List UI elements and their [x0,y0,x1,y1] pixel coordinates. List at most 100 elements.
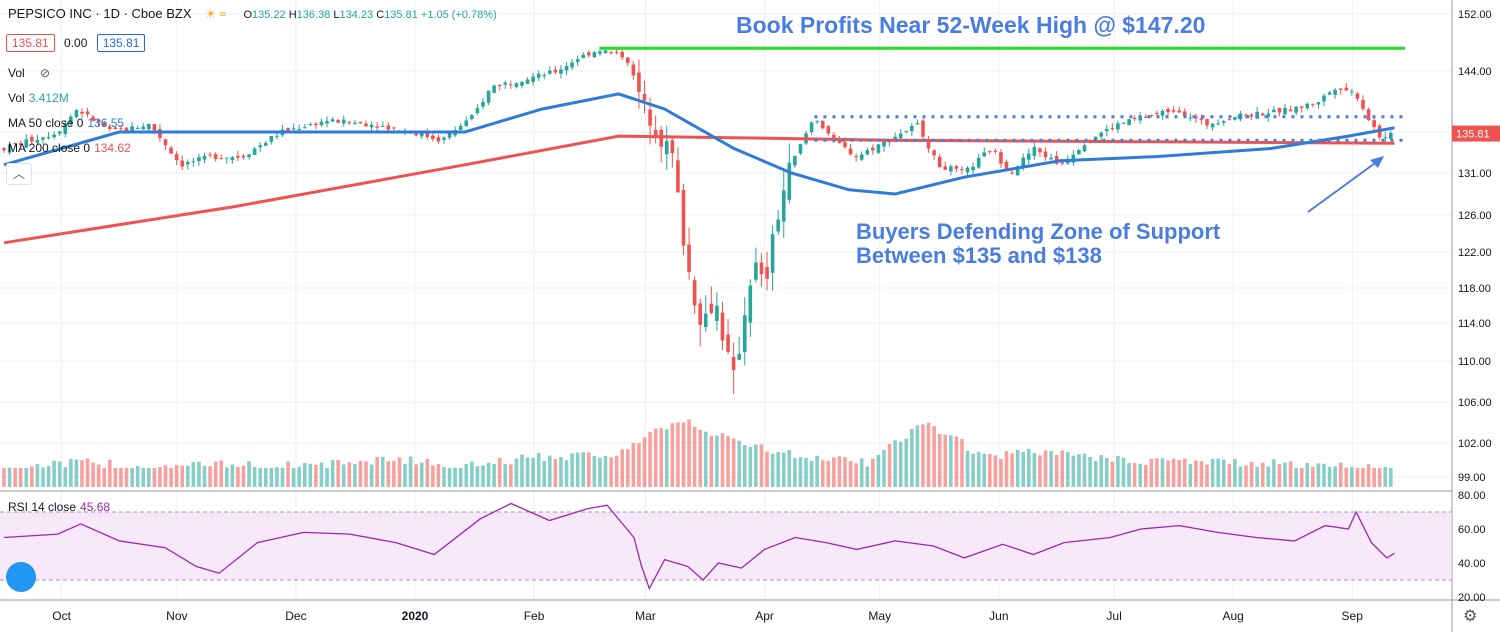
candle-body [291,128,296,130]
candle-body [564,66,569,71]
volume-bar [676,422,680,487]
candle-body [1121,122,1126,124]
volume-bar [1182,458,1187,487]
ma50-legend[interactable]: MA 50 close 0 136.55 [8,116,125,130]
volume-bar [208,466,212,487]
volume-bar [954,436,959,487]
candle-body [481,101,485,107]
rsi-legend[interactable]: RSI 14 close 45.68 [8,500,111,514]
volume-bar [553,459,558,487]
volume-bar [1049,451,1053,487]
volume-bar [442,466,446,487]
volume-bar [871,458,875,487]
symbol-title[interactable]: PEPSICO INC · 1D · Cboe BZX [8,6,192,21]
candle-body [135,127,140,129]
volume-bar [620,449,625,487]
volume-bar [614,455,619,487]
volume-bar [436,464,441,487]
candle-body [603,50,608,54]
volume-bar [180,465,185,487]
ma200-legend[interactable]: MA 200 close 0 134.62 [8,141,131,155]
candle-body [659,129,664,147]
volume-bar [1093,461,1098,487]
candle-body [915,123,920,125]
volume-bar [559,456,563,487]
candle-body [726,334,730,352]
candle-body [1266,113,1271,117]
volume-bar [152,467,157,487]
volume-bar [1127,463,1131,487]
tradingview-logo-icon[interactable] [6,562,36,592]
chevron-up-icon[interactable]: ︿ [6,163,32,185]
candle-body [341,119,346,124]
candle-body [854,156,858,158]
volume-bar [69,458,73,487]
volume-bar [486,462,491,487]
candle-body [1249,114,1254,117]
volume-bar [999,458,1003,487]
candle-body [575,59,580,63]
candle-body [319,121,324,125]
volume-bar [1082,453,1087,487]
volume-bar [1244,465,1248,487]
volume-bar [24,467,29,487]
candle-body [832,134,836,138]
price-tick-label: 114.00 [1458,318,1491,330]
candle-body [2,148,6,151]
candle-body [1071,154,1076,163]
candle-body [497,85,502,87]
candle-body [988,151,992,153]
candle-body [286,128,290,131]
rsi-tick-label: 80.00 [1458,490,1486,502]
candle-body [971,166,975,171]
support-annotation: Buyers Defending Zone of Support Between… [856,220,1220,268]
volume-bar [904,438,909,487]
candle-body [581,54,586,59]
candle-body [1311,103,1315,105]
candle-body [369,124,374,128]
volume-bar [1116,455,1120,487]
volume-bar [625,449,630,487]
candle-body [74,110,79,118]
candle-body [147,123,151,130]
resistance-annotation: Book Profits Near 52-Week High @ $147.20 [736,12,1206,38]
volume-bar [832,457,836,487]
candle-body [447,132,452,138]
candle-body [837,139,842,144]
volume-bar [263,467,268,487]
volume-bar [1372,467,1376,487]
volume-bar [1143,465,1148,487]
candle-body [548,70,552,74]
volume-bar [915,425,920,487]
volume-bar [57,461,62,487]
sell-button[interactable]: 135.81 [6,34,55,52]
volume-bar [1260,462,1265,487]
volume-hidden-label[interactable]: Vol ⊘ [8,66,51,80]
candle-body [882,140,886,147]
candle-body [197,157,201,162]
gear-icon[interactable]: ⚙ [1463,608,1478,625]
candle-body [236,155,240,158]
candle-body [871,147,875,151]
candle-body [425,132,430,138]
volume-legend[interactable]: Vol 3.412M [8,91,69,105]
volume-bar [525,457,530,487]
volume-bar [1188,463,1193,487]
candle-body [965,167,970,173]
candle-body [542,75,547,77]
eye-crossed-icon[interactable]: ⊘ [40,66,51,80]
candle-body [392,127,396,129]
volume-bar [1322,463,1326,487]
volume-bar [781,452,786,487]
candle-body [742,315,747,353]
volume-bar [865,466,870,487]
candle-body [954,166,959,169]
candle-body [748,285,753,323]
volume-bar [1383,467,1388,487]
volume-bar [1255,466,1259,487]
buy-button[interactable]: 135.81 [96,34,146,52]
candle-body [113,127,118,130]
volume-bar [1377,467,1382,487]
volume-bar [893,440,897,487]
